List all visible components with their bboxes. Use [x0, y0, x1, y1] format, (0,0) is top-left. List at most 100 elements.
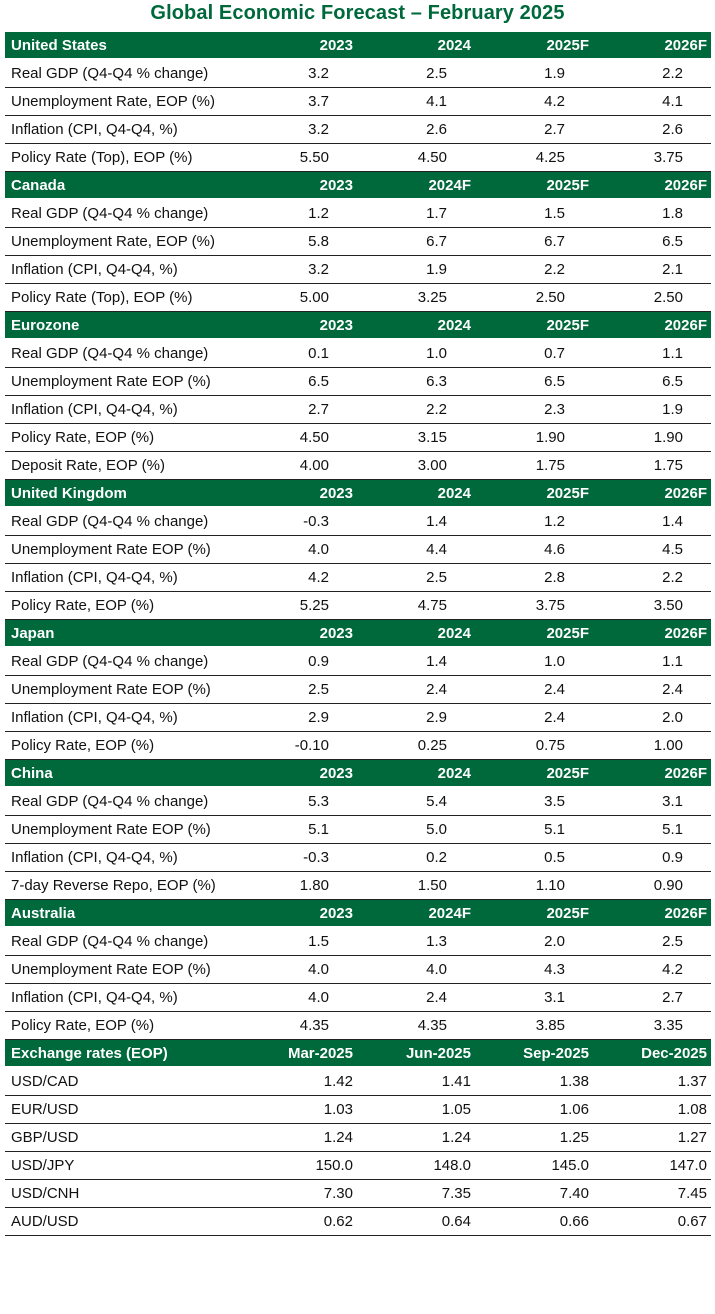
table-row: EUR/USD 1.03 1.05 1.06 1.08 — [5, 1095, 711, 1124]
row-value: 1.90 — [475, 423, 593, 452]
row-value: 5.00 — [275, 283, 357, 312]
row-value: 3.2 — [275, 115, 357, 144]
column-header: Sep-2025 — [475, 1039, 593, 1068]
row-value: 3.35 — [593, 1011, 711, 1040]
row-value: 1.7 — [357, 199, 475, 228]
table-row: Inflation (CPI, Q4-Q4, %) 2.9 2.9 2.4 2.0 — [5, 703, 711, 732]
row-value: 5.8 — [275, 227, 357, 256]
row-value: 1.50 — [357, 871, 475, 900]
column-header: 2026F — [593, 311, 711, 340]
row-label: Unemployment Rate EOP (%) — [5, 367, 275, 396]
row-value: 7.45 — [593, 1179, 711, 1208]
row-value: 147.0 — [593, 1151, 711, 1180]
row-value: 4.0 — [275, 983, 357, 1012]
row-value: 1.9 — [475, 59, 593, 88]
row-value: 0.9 — [593, 843, 711, 872]
row-label: Unemployment Rate, EOP (%) — [5, 227, 275, 256]
row-label: Policy Rate, EOP (%) — [5, 731, 275, 760]
row-value: 4.1 — [357, 87, 475, 116]
row-value: 1.8 — [593, 199, 711, 228]
column-header: 2024F — [357, 899, 475, 928]
row-value: 1.37 — [593, 1067, 711, 1096]
row-label: Policy Rate (Top), EOP (%) — [5, 143, 275, 172]
row-label: Inflation (CPI, Q4-Q4, %) — [5, 115, 275, 144]
row-label: Inflation (CPI, Q4-Q4, %) — [5, 703, 275, 732]
row-value: 1.05 — [357, 1095, 475, 1124]
row-value: 7.30 — [275, 1179, 357, 1208]
row-value: 2.7 — [275, 395, 357, 424]
row-value: -0.3 — [275, 843, 357, 872]
table-row: USD/JPY 150.0 148.0 145.0 147.0 — [5, 1151, 711, 1180]
table-row: Unemployment Rate, EOP (%) 5.8 6.7 6.7 6.5 — [5, 227, 711, 256]
column-header: 2026F — [593, 759, 711, 788]
row-label: Policy Rate (Top), EOP (%) — [5, 283, 275, 312]
column-header: 2025F — [475, 899, 593, 928]
column-header: 2024 — [357, 32, 475, 60]
forecast-table-body: United States 2023 2024 2025F 2026F Real GDP … — [5, 32, 711, 1236]
row-value: 1.08 — [593, 1095, 711, 1124]
row-value: 0.66 — [475, 1207, 593, 1236]
row-value: 6.5 — [475, 367, 593, 396]
row-value: 1.27 — [593, 1123, 711, 1152]
row-label: Inflation (CPI, Q4-Q4, %) — [5, 843, 275, 872]
row-label: Unemployment Rate EOP (%) — [5, 535, 275, 564]
column-header: 2026F — [593, 32, 711, 60]
row-value: 1.03 — [275, 1095, 357, 1124]
row-value: 2.5 — [357, 563, 475, 592]
row-value: 1.42 — [275, 1067, 357, 1096]
section-title: Canada — [5, 171, 275, 200]
row-value: 2.0 — [475, 927, 593, 956]
row-value: 2.5 — [275, 675, 357, 704]
table-row: Real GDP (Q4-Q4 % change) 1.2 1.7 1.5 1.8 — [5, 199, 711, 228]
row-value: 0.9 — [275, 647, 357, 676]
table-row: USD/CNH 7.30 7.35 7.40 7.45 — [5, 1179, 711, 1208]
row-value: 3.1 — [593, 787, 711, 816]
row-value: 1.4 — [357, 647, 475, 676]
table-row: Policy Rate (Top), EOP (%) 5.00 3.25 2.50 2.… — [5, 283, 711, 312]
row-value: 1.75 — [475, 451, 593, 480]
row-label: Real GDP (Q4-Q4 % change) — [5, 339, 275, 368]
row-value: 5.0 — [357, 815, 475, 844]
section-title: Eurozone — [5, 311, 275, 340]
row-value: 3.50 — [593, 591, 711, 620]
row-label: Policy Rate, EOP (%) — [5, 591, 275, 620]
table-row: AUD/USD 0.62 0.64 0.66 0.67 — [5, 1207, 711, 1236]
row-value: 4.0 — [275, 535, 357, 564]
row-value: 3.25 — [357, 283, 475, 312]
column-header: 2023 — [275, 311, 357, 340]
table-row: Unemployment Rate EOP (%) 5.1 5.0 5.1 5.1 — [5, 815, 711, 844]
row-value: 1.5 — [475, 199, 593, 228]
row-value: 1.25 — [475, 1123, 593, 1152]
row-label: Unemployment Rate EOP (%) — [5, 815, 275, 844]
row-label: 7-day Reverse Repo, EOP (%) — [5, 871, 275, 900]
row-value: 2.4 — [593, 675, 711, 704]
row-label: USD/CNH — [5, 1179, 275, 1208]
column-header: 2024 — [357, 619, 475, 648]
row-value: 4.2 — [593, 955, 711, 984]
table-row: Real GDP (Q4-Q4 % change) -0.3 1.4 1.2 1.4 — [5, 507, 711, 536]
table-row: Policy Rate, EOP (%) 5.25 4.75 3.75 3.50 — [5, 591, 711, 620]
table-row: Unemployment Rate, EOP (%) 3.7 4.1 4.2 4.1 — [5, 87, 711, 116]
row-value: 2.2 — [593, 59, 711, 88]
row-value: 1.5 — [275, 927, 357, 956]
row-value: 3.5 — [475, 787, 593, 816]
row-value: 4.3 — [475, 955, 593, 984]
table-row: Unemployment Rate EOP (%) 4.0 4.0 4.3 4.2 — [5, 955, 711, 984]
row-value: 5.4 — [357, 787, 475, 816]
table-row: Unemployment Rate EOP (%) 4.0 4.4 4.6 4.5 — [5, 535, 711, 564]
row-value: 1.90 — [593, 423, 711, 452]
section-header-row: Australia 2023 2024F 2025F 2026F — [5, 899, 711, 928]
table-row: Policy Rate (Top), EOP (%) 5.50 4.50 4.25 3.… — [5, 143, 711, 172]
section-header-row: Eurozone 2023 2024 2025F 2026F — [5, 311, 711, 340]
row-value: 2.5 — [357, 59, 475, 88]
row-value: 2.7 — [593, 983, 711, 1012]
table-row: Policy Rate, EOP (%) 4.50 3.15 1.90 1.90 — [5, 423, 711, 452]
row-value: 0.64 — [357, 1207, 475, 1236]
row-value: 5.1 — [475, 815, 593, 844]
table-row: Inflation (CPI, Q4-Q4, %) 3.2 2.6 2.7 2.6 — [5, 115, 711, 144]
row-value: 2.3 — [475, 395, 593, 424]
row-label: USD/CAD — [5, 1067, 275, 1096]
row-value: 4.0 — [357, 955, 475, 984]
row-value: 4.5 — [593, 535, 711, 564]
row-value: 2.50 — [593, 283, 711, 312]
